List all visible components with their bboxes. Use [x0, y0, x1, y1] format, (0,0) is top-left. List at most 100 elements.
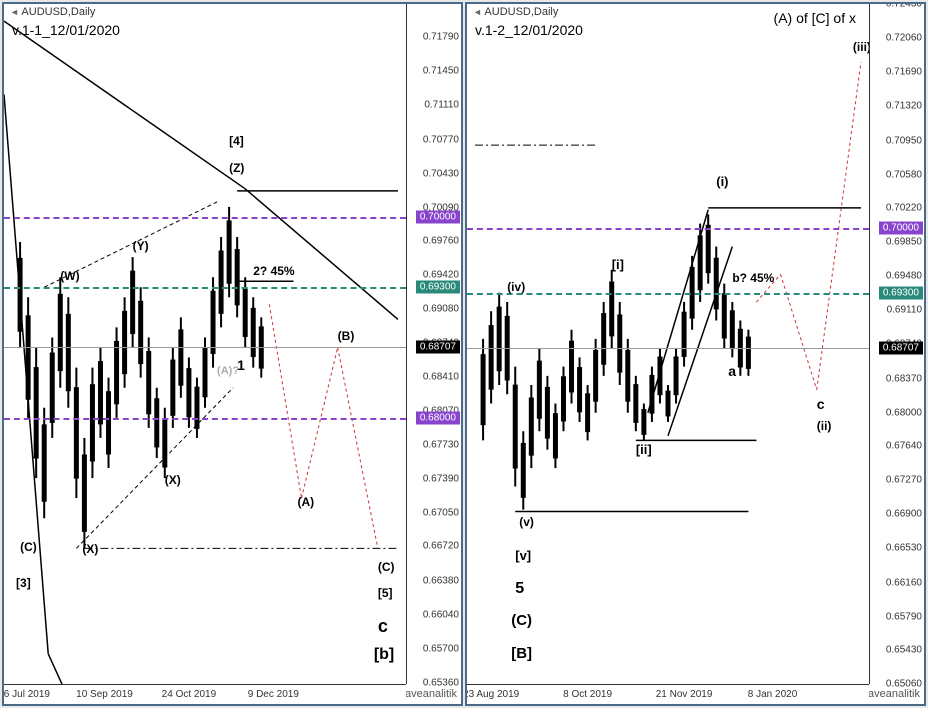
y-tick: 0.69850: [886, 237, 922, 248]
price-label: 0.69300: [879, 286, 923, 299]
x-tick: 10 Sep 2019: [76, 689, 133, 700]
wave-label: 2? 45%: [253, 264, 294, 278]
y-tick: 0.67050: [423, 508, 459, 519]
price-line: [467, 348, 869, 349]
price-line: [4, 418, 406, 420]
wave-label: [ii]: [636, 442, 652, 457]
y-tick: 0.70770: [423, 134, 459, 145]
y-axis-right: 0.72430 0.72060 0.71690 0.71320 0.70950 0.705…: [869, 4, 924, 684]
y-tick: 0.69110: [887, 305, 922, 316]
y-tick: 0.69080: [423, 304, 459, 315]
chart-area-left: [4](Z)(Y)(W)2? 45%1(A)?(X)(X)(C)[3](A)(B…: [4, 4, 406, 684]
price-label: 0.69300: [416, 281, 460, 294]
wave-label: (B): [338, 329, 355, 343]
y-tick: 0.69760: [423, 236, 459, 247]
y-tick: 0.66160: [886, 577, 922, 588]
price-line: [4, 347, 406, 348]
y-tick: 0.71690: [886, 67, 922, 78]
chart-svg-left: [4, 4, 406, 684]
wave-label: (iv): [507, 280, 525, 294]
y-tick: 0.68410: [423, 371, 459, 382]
chart-subtitle: (A) of [C] of x: [774, 10, 856, 26]
y-tick: 0.70430: [423, 168, 459, 179]
wave-label: (ii): [817, 419, 832, 433]
chart-svg-right: [467, 4, 869, 684]
chart-title: v.1-2_12/01/2020: [475, 22, 583, 38]
y-tick: 0.67730: [423, 439, 459, 450]
x-axis-right: 23 Aug 2019 8 Oct 2019 21 Nov 2019 8 Jan 20…: [467, 684, 869, 704]
chart-header: AUDUSD,Daily: [8, 6, 97, 18]
y-tick: 0.68000: [886, 407, 922, 418]
wave-label: c: [817, 396, 825, 412]
y-tick: 0.66380: [423, 575, 459, 586]
y-tick: 0.71110: [424, 100, 459, 111]
wave-label: 5: [515, 580, 524, 598]
wave-label: (C): [378, 560, 395, 574]
y-tick: 0.65790: [886, 611, 922, 622]
y-tick: 0.66040: [423, 609, 459, 620]
chart-panel-left: AUDUSD,Daily v.1-1_12/01/2020 [4] (Z) (Y) (…: [2, 2, 463, 706]
y-tick: 0.69480: [886, 271, 922, 282]
price-label: 0.70000: [416, 210, 460, 223]
wave-label: (v): [519, 515, 534, 529]
wave-label: (A)?: [217, 365, 239, 377]
x-axis-left: 26 Jul 2019 10 Sep 2019 24 Oct 2019 9 Dec 2…: [4, 684, 406, 704]
chart-panel-right: AUDUSD,Daily v.1-2_12/01/2020 (A) of [C]…: [465, 2, 926, 706]
wave-label: b? 45%: [732, 271, 774, 285]
wave-label: [i]: [612, 257, 624, 272]
wave-label: [b]: [374, 646, 394, 664]
y-tick: 0.72060: [886, 33, 922, 44]
price-label: 0.68707: [879, 341, 923, 354]
x-tick: 8 Oct 2019: [563, 689, 612, 700]
wave-label: [4]: [229, 134, 244, 148]
wave-label: (Z): [229, 161, 244, 175]
price-line: [4, 287, 406, 289]
y-tick: 0.66720: [423, 541, 459, 552]
x-tick: 21 Nov 2019: [656, 689, 713, 700]
y-tick: 0.65360: [423, 677, 459, 688]
y-tick: 0.65430: [886, 644, 922, 655]
price-line: [467, 228, 869, 230]
wave-label: [3]: [16, 576, 31, 590]
y-tick: 0.70220: [886, 202, 922, 213]
y-tick: 0.65700: [423, 643, 459, 654]
wave-label: c: [378, 616, 388, 637]
price-label: 0.68707: [416, 340, 460, 353]
price-line: [4, 217, 406, 219]
wave-label: [B]: [511, 645, 532, 662]
chart-header: AUDUSD,Daily: [471, 6, 560, 18]
y-tick: 0.66530: [886, 543, 922, 554]
wave-label: (C): [20, 540, 37, 554]
y-axis-left: 0.71790 0.71450 0.71110 0.70770 0.70430 0.700…: [406, 4, 461, 684]
y-tick: 0.72430: [886, 2, 922, 10]
y-tick: 0.71450: [423, 66, 459, 77]
x-tick: 26 Jul 2019: [2, 689, 50, 700]
wave-label: [5]: [378, 586, 393, 600]
watermark: waveanalitik: [397, 688, 457, 700]
y-tick: 0.70950: [886, 135, 922, 146]
x-tick: 23 Aug 2019: [465, 689, 519, 700]
wave-label: (X): [82, 542, 98, 556]
y-tick: 0.67270: [886, 475, 922, 486]
watermark: waveanalitik: [860, 688, 920, 700]
y-tick: 0.71790: [423, 32, 459, 43]
chart-area-right: (i)[i](iv)b? 45%a[ii]c(ii)(iii)(v)[v]5(C…: [467, 4, 869, 684]
y-tick: 0.67390: [423, 474, 459, 485]
wave-label: a: [728, 363, 736, 379]
y-tick: 0.71320: [886, 101, 922, 112]
y-tick: 0.65060: [886, 679, 922, 690]
x-tick: 9 Dec 2019: [248, 689, 299, 700]
y-tick: 0.70580: [886, 169, 922, 180]
x-tick: 24 Oct 2019: [162, 689, 216, 700]
wave-label: (W): [60, 269, 79, 283]
price-line: [467, 293, 869, 295]
x-tick: 8 Jan 2020: [748, 689, 798, 700]
wave-label: (X): [165, 473, 181, 487]
wave-label: (C): [511, 612, 532, 629]
price-label: 0.68000: [416, 411, 460, 424]
wave-label: (Y): [133, 239, 149, 253]
y-tick: 0.69420: [423, 270, 459, 281]
y-tick: 0.67640: [886, 440, 922, 451]
wave-label: (i): [716, 174, 728, 189]
chart-title: v.1-1_12/01/2020: [12, 22, 120, 38]
